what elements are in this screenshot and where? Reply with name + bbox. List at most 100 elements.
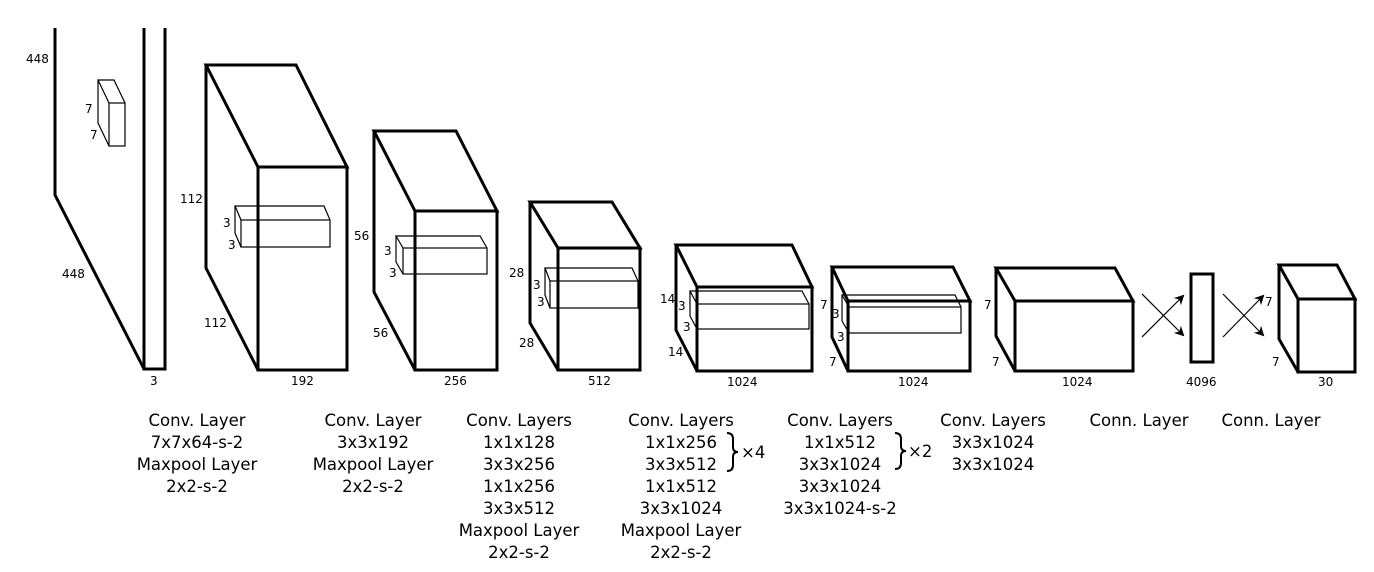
caption-layer-7: Conn. Layer (1089, 411, 1188, 430)
kernel-3x3-box (840, 294, 962, 334)
dim-label: 112 (180, 192, 203, 206)
caption-line: Conv. Layers (628, 411, 734, 430)
kernel-3x3-box (544, 267, 639, 309)
brace-icon (726, 432, 739, 472)
caption-line: 1x1x512 (645, 477, 717, 496)
fc-vector-4096: 4096 (1186, 272, 1217, 389)
dim-label: 28 (509, 266, 524, 280)
fully-connected-arrows (1222, 293, 1265, 338)
kernel-3x3-box (234, 205, 331, 248)
caption-line: 1x1x512 (804, 433, 876, 452)
dim-label: 7 (992, 355, 1000, 369)
caption-layer-6: Conv. Layers 3x3x1024 3x3x1024 (940, 411, 1046, 474)
input-side-face (53, 28, 146, 370)
dim-label: 56 (354, 229, 369, 243)
dim-label: 7 (820, 298, 828, 312)
dim-label: 3 (150, 374, 158, 388)
kernel-label: 3 (223, 216, 231, 230)
dim-label: 28 (519, 336, 534, 350)
dim-label: 7 (1272, 355, 1280, 369)
caption-line: 3x3x512 (645, 455, 717, 474)
caption-line: 3x3x1024 (799, 477, 882, 496)
kernel-label: 3 (683, 320, 691, 334)
caption-line: Conv. Layers (940, 411, 1046, 430)
caption-layer-2: Conv. Layer 3x3x192 Maxpool Layer 2x2-s-… (313, 411, 434, 496)
dim-label: 256 (444, 374, 467, 388)
fully-connected-arrows (1141, 293, 1185, 338)
kernel-label: 3 (837, 330, 845, 344)
caption-layer-5: Conv. Layers 1x1x512 3x3x1024 3x3x1024 3… (783, 411, 932, 518)
caption-line: 7x7x64-s-2 (151, 433, 244, 452)
kernel-3x3-box (394, 235, 488, 275)
kernel-7x7-box (97, 79, 126, 147)
dim-label: 1024 (1062, 375, 1093, 389)
dim-label: 7 (984, 298, 992, 312)
caption-line: Conv. Layer (148, 411, 245, 430)
kernel-label: 7 (90, 128, 98, 142)
caption-line: 3x3x1024 (952, 455, 1035, 474)
caption-line: 3x3x192 (337, 433, 409, 452)
dim-label: 192 (291, 374, 314, 388)
kernel-label: 3 (384, 244, 392, 258)
caption-layer-1: Conv. Layer 7x7x64-s-2 Maxpool Layer 2x2… (137, 411, 258, 496)
caption-line: 3x3x1024 (952, 433, 1035, 452)
input-image-block: 448 448 3 7 7 (26, 28, 167, 388)
kernel-label: 3 (228, 238, 236, 252)
kernel-3x3-box (688, 290, 810, 330)
conv-block-7b: 7 7 1024 (984, 266, 1136, 389)
kernel-label: 3 (533, 278, 541, 292)
caption-line: 2x2-s-2 (342, 477, 404, 496)
input-front-face (142, 28, 167, 371)
output-block-7x7x30: 7 7 30 (1265, 263, 1358, 389)
dim-label: 56 (373, 326, 388, 340)
caption-line: Conv. Layer (324, 411, 421, 430)
kernel-label: 3 (537, 295, 545, 309)
dim-label: 448 (26, 52, 49, 66)
dim-label: 112 (204, 316, 227, 330)
dim-label: 1024 (898, 375, 929, 389)
dim-label: 7 (1265, 295, 1273, 309)
caption-line: Maxpool Layer (137, 455, 258, 474)
caption-line: 3x3x1024 (799, 455, 882, 474)
dim-label: 512 (588, 374, 611, 388)
dim-label: 4096 (1186, 375, 1217, 389)
conv-block-28: 28 28 512 3 3 (509, 200, 643, 388)
dim-label: 1024 (727, 375, 758, 389)
dim-label: 14 (660, 292, 675, 306)
caption-line: 3x3x512 (483, 499, 555, 518)
caption-line: 1x1x256 (483, 477, 555, 496)
dim-label: 14 (668, 345, 683, 359)
conv-block-7a: 7 7 1024 3 3 (820, 265, 973, 389)
caption-line: 1x1x128 (483, 433, 555, 452)
caption-line: Conv. Layers (466, 411, 572, 430)
repeat-count: ×4 (741, 443, 765, 462)
caption-layer-4: Conv. Layers 1x1x256 3x3x512 1x1x512 3x3… (621, 411, 766, 562)
dim-label: 7 (829, 355, 837, 369)
caption-line: 3x3x1024-s-2 (783, 499, 897, 518)
brace-icon (894, 432, 907, 470)
caption-line: Maxpool Layer (313, 455, 434, 474)
caption-line: 2x2-s-2 (488, 543, 550, 562)
caption-line: Conn. Layer (1221, 411, 1320, 430)
caption-line: Conn. Layer (1089, 411, 1188, 430)
caption-line: Maxpool Layer (459, 521, 580, 540)
repeat-count: ×2 (908, 442, 932, 461)
kernel-label: 3 (678, 299, 686, 313)
conv-block-112: 112 112 192 3 3 (180, 63, 350, 388)
caption-line: 2x2-s-2 (166, 477, 228, 496)
kernel-label: 3 (832, 307, 840, 321)
conv-block-14: 14 14 1024 3 3 (660, 243, 815, 389)
caption-layer-3: Conv. Layers 1x1x128 3x3x256 1x1x256 3x3… (459, 411, 580, 562)
caption-line: 2x2-s-2 (650, 543, 712, 562)
dim-label: 448 (62, 267, 85, 281)
caption-layer-8: Conn. Layer (1221, 411, 1320, 430)
kernel-label: 7 (85, 102, 93, 116)
caption-line: Maxpool Layer (621, 521, 742, 540)
dim-label: 30 (1318, 375, 1333, 389)
kernel-label: 3 (389, 266, 397, 280)
conv-block-56: 56 56 256 3 3 (354, 129, 500, 388)
caption-line: Conv. Layers (787, 411, 893, 430)
caption-line: 3x3x1024 (640, 499, 723, 518)
